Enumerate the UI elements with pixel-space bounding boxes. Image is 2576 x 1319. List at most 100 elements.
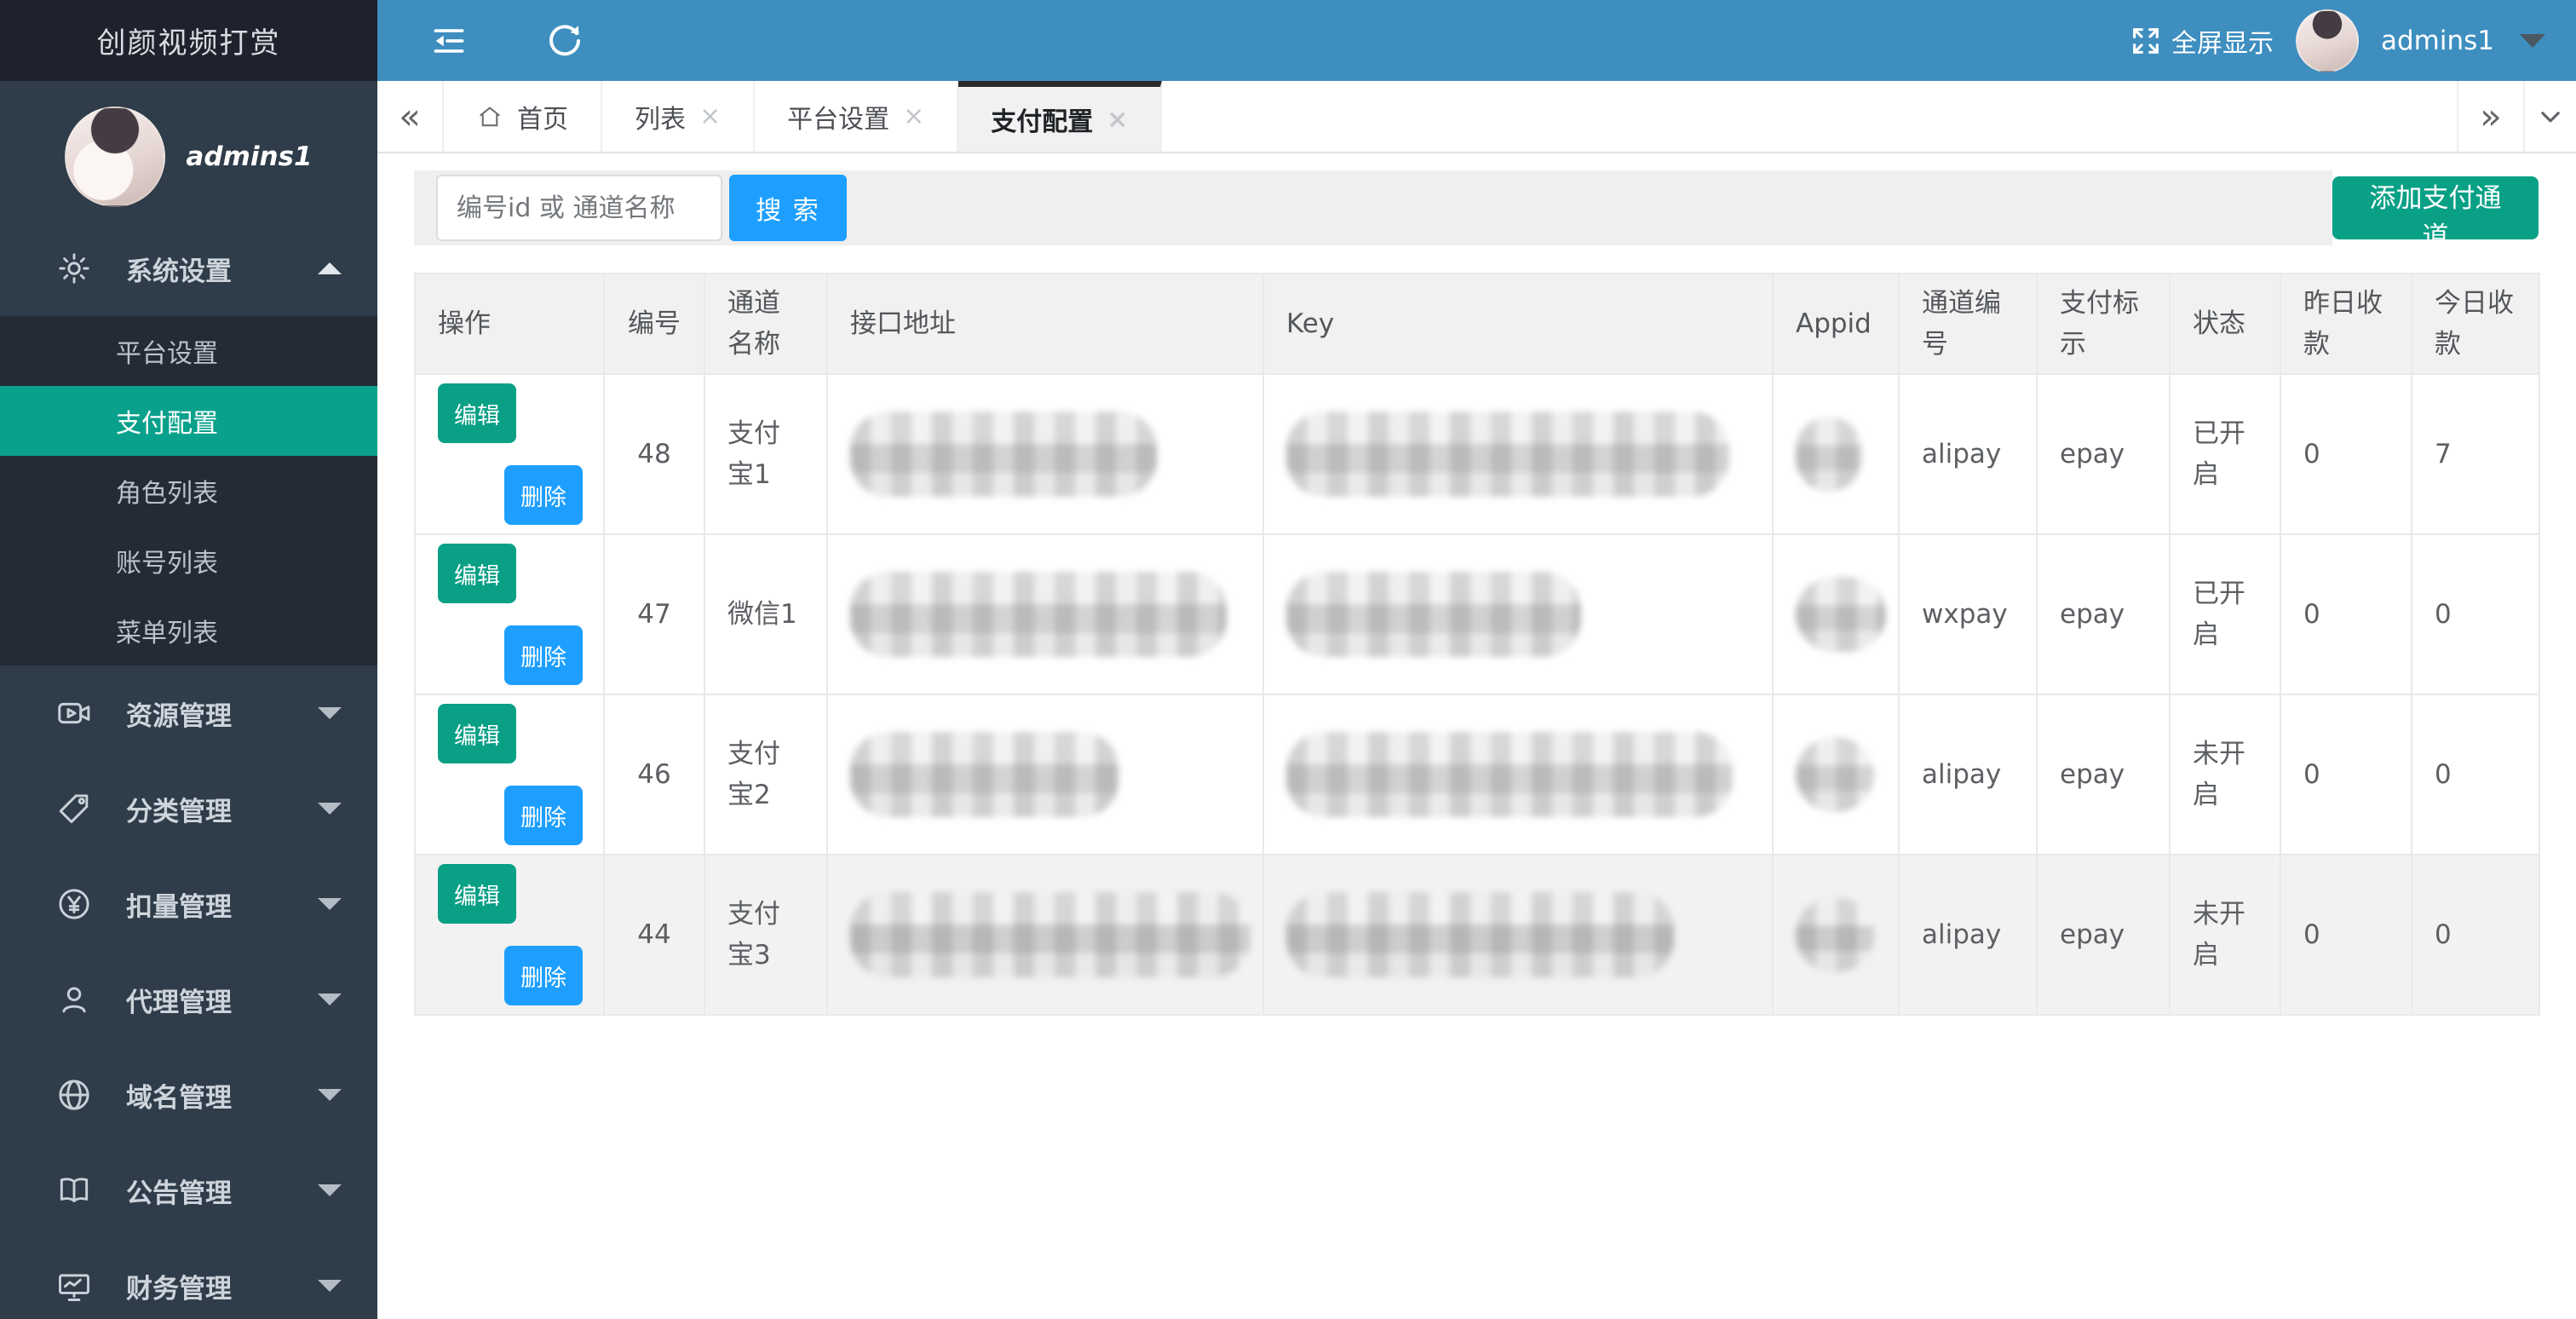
delete-button[interactable]: 删除 <box>504 786 583 846</box>
sidebar-group-category-mgmt[interactable]: 分类管理 <box>0 761 377 856</box>
redacted-api-url <box>850 412 1157 498</box>
tab-platform-settings[interactable]: 平台设置 × <box>755 81 959 152</box>
tabs-menu-toggle[interactable] <box>2523 81 2576 152</box>
cell-channel-name: 支付宝3 <box>704 854 828 1017</box>
edit-button[interactable]: 编辑 <box>438 383 516 444</box>
sidebar-group-system-settings[interactable]: 系统设置 <box>0 221 377 316</box>
sidebar-username: admins1 <box>186 141 313 172</box>
col-pay-mark: 支付标示 <box>2036 272 2171 376</box>
cell-channel-code: wxpay <box>1898 533 2038 696</box>
sidebar-item-account-list[interactable]: 账号列表 <box>116 549 218 579</box>
cell-id: 47 <box>603 533 705 696</box>
collapse-sidebar-icon[interactable] <box>425 17 473 65</box>
col-actions: 操作 <box>414 272 605 376</box>
redacted-api-url <box>850 572 1227 658</box>
cell-channel-name: 支付宝1 <box>704 373 828 536</box>
tabs-scroll-right[interactable]: » <box>2457 81 2523 152</box>
yen-icon <box>55 884 94 924</box>
cell-id: 46 <box>603 694 705 856</box>
sidebar-group-deduction-mgmt[interactable]: 扣量管理 <box>0 856 377 952</box>
status-badge: 已开启 <box>2169 373 2281 536</box>
sidebar-group-label: 代理管理 <box>126 987 232 1018</box>
tab-label: 平台设置 <box>787 104 890 135</box>
cell-yesterday-income: 0 <box>2280 694 2412 856</box>
cell-channel-code: alipay <box>1898 694 2038 856</box>
chevron-down-icon <box>318 803 342 815</box>
person-icon <box>55 980 94 1019</box>
redacted-api-url <box>850 732 1119 818</box>
fullscreen-toggle[interactable]: 全屏显示 <box>2129 22 2274 60</box>
cell-today-income: 0 <box>2411 694 2540 856</box>
sidebar-group-label: 资源管理 <box>126 700 232 732</box>
cell-yesterday-income: 0 <box>2280 854 2412 1017</box>
redacted-appid <box>1796 417 1862 492</box>
refresh-icon[interactable] <box>541 17 589 65</box>
tabbar-spacer <box>1162 81 2457 152</box>
cell-id: 44 <box>603 854 705 1017</box>
sidebar-item-payment-config[interactable]: 支付配置 <box>0 386 377 456</box>
edit-button[interactable]: 编辑 <box>438 704 516 764</box>
topbar-avatar[interactable] <box>2295 9 2359 72</box>
cell-yesterday-income: 0 <box>2280 373 2412 536</box>
cell-pay-mark: epay <box>2036 533 2171 696</box>
tag-icon <box>55 789 94 828</box>
sidebar-group-resource-mgmt[interactable]: 资源管理 <box>0 665 377 761</box>
cell-channel-code: alipay <box>1898 854 2038 1017</box>
table-row: 编辑 删除 44 支付宝3 alipay epay 未开启 0 0 <box>414 854 2540 1017</box>
close-icon[interactable]: × <box>903 101 925 131</box>
col-appid: Appid <box>1772 272 1900 376</box>
chevron-down-icon <box>318 898 342 910</box>
table-row: 编辑 删除 46 支付宝2 alipay epay 未开启 0 0 <box>414 694 2540 856</box>
tabs-scroll-left[interactable]: « <box>377 81 444 152</box>
close-icon[interactable]: × <box>699 101 722 131</box>
delete-button[interactable]: 删除 <box>504 946 583 1006</box>
sidebar-avatar[interactable] <box>65 107 166 207</box>
globe-icon <box>55 1075 94 1115</box>
search-input[interactable] <box>436 175 722 241</box>
tab-payment-config[interactable]: 支付配置 × <box>958 81 1163 152</box>
sidebar-group-announcement-mgmt[interactable]: 公告管理 <box>0 1143 377 1238</box>
cell-pay-mark: epay <box>2036 854 2171 1017</box>
search-button[interactable]: 搜 索 <box>729 175 847 241</box>
table-header-row: 操作 编号 通道名称 接口地址 Key Appid 通道编号 支付标示 状态 昨… <box>414 272 2540 376</box>
tab-list[interactable]: 列表 × <box>602 81 756 152</box>
sidebar-group-agent-mgmt[interactable]: 代理管理 <box>0 952 377 1047</box>
gear-icon <box>55 249 94 288</box>
edit-button[interactable]: 编辑 <box>438 864 516 924</box>
sidebar-item-role-list[interactable]: 角色列表 <box>116 479 218 509</box>
video-icon <box>55 694 94 733</box>
redacted-appid <box>1796 577 1886 653</box>
sidebar-group-label: 扣量管理 <box>126 891 232 923</box>
app-title: 创颜视频打赏 <box>0 0 377 81</box>
sidebar: 创颜视频打赏 admins1 系统设置 平台设置 支付配置 角色列表 账号列表 … <box>0 0 377 1319</box>
edit-button[interactable]: 编辑 <box>438 544 516 604</box>
status-badge: 未开启 <box>2169 854 2281 1017</box>
user-menu-caret-icon[interactable] <box>2520 33 2545 48</box>
cell-channel-code: alipay <box>1898 373 2038 536</box>
chevron-down-icon <box>2541 111 2560 123</box>
cell-channel-name: 支付宝2 <box>704 694 828 856</box>
delete-button[interactable]: 删除 <box>504 625 583 686</box>
cell-pay-mark: epay <box>2036 694 2171 856</box>
delete-button[interactable]: 删除 <box>504 465 583 526</box>
sidebar-group-label: 域名管理 <box>126 1082 232 1114</box>
cell-today-income: 0 <box>2411 533 2540 696</box>
redacted-key <box>1286 572 1581 658</box>
sidebar-group-domain-mgmt[interactable]: 域名管理 <box>0 1047 377 1143</box>
col-yesterday-income: 昨日收款 <box>2280 272 2412 376</box>
close-icon[interactable]: × <box>1107 104 1129 135</box>
sidebar-group-label: 系统设置 <box>126 256 232 287</box>
sidebar-item-menu-list[interactable]: 菜单列表 <box>116 619 218 648</box>
add-payment-channel-button[interactable]: 添加支付通道 <box>2332 176 2539 252</box>
redacted-appid <box>1796 737 1874 813</box>
sidebar-group-finance-mgmt[interactable]: 财务管理 <box>0 1238 377 1319</box>
tab-home[interactable]: 首页 <box>444 81 602 152</box>
main-area: 全屏显示 admins1 « 首页 列表 × 平台设置 × <box>377 0 2576 1319</box>
tab-label: 支付配置 <box>991 107 1094 137</box>
sidebar-item-platform-settings[interactable]: 平台设置 <box>116 339 218 369</box>
cell-today-income: 0 <box>2411 854 2540 1017</box>
redacted-api-url <box>850 892 1251 978</box>
col-today-income: 今日收款 <box>2411 272 2540 376</box>
search-band: 搜 索 <box>414 170 2332 245</box>
